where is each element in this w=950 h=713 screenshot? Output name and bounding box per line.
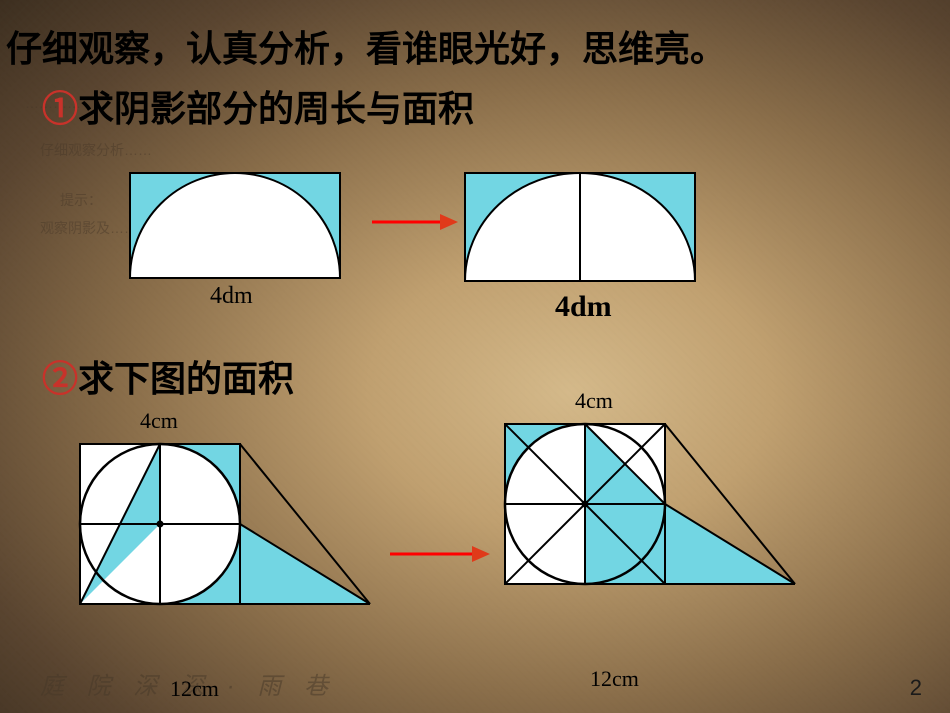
page-number: 2 bbox=[910, 675, 922, 701]
faint-text-3: 提示： bbox=[60, 190, 102, 210]
question-1-text: 求阴影部分的周长与面积 bbox=[78, 88, 474, 129]
arrow-2-icon bbox=[388, 542, 492, 566]
figure-1-svg bbox=[125, 168, 345, 283]
question-2-number: ② bbox=[42, 358, 78, 399]
faint-text-2: 仔细观察分析…… bbox=[40, 140, 152, 160]
question-2-heading: ②求下图的面积 bbox=[42, 350, 294, 402]
figure-4: 4cm 12cm bbox=[495, 388, 815, 698]
figure-1: 4dm bbox=[125, 168, 345, 313]
figure-2-svg bbox=[460, 168, 700, 286]
faint-text-4: 观察阴影及…… bbox=[40, 218, 138, 238]
figure-4-top-label: 4cm bbox=[575, 388, 613, 414]
figure-3-top-label: 4cm bbox=[140, 408, 178, 434]
figure-4-svg bbox=[495, 414, 815, 664]
figure-2-label: 4dm bbox=[555, 290, 612, 324]
figure-3: 4cm 12cm bbox=[70, 408, 390, 708]
figure-4-bottom-label: 12cm bbox=[590, 666, 639, 692]
arrow-1-icon bbox=[370, 210, 460, 234]
figure-2: 4dm bbox=[460, 168, 720, 328]
question-2-text: 求下图的面积 bbox=[78, 358, 294, 399]
figure-1-label: 4dm bbox=[210, 283, 253, 310]
figure-3-svg bbox=[70, 434, 390, 674]
figure-3-bottom-label: 12cm bbox=[170, 676, 219, 702]
question-1-heading: ①求阴影部分的周长与面积 bbox=[42, 80, 474, 132]
slide-title: 仔细观察，认真分析，看谁眼光好，思维亮。 bbox=[6, 20, 726, 72]
question-1-number: ① bbox=[42, 88, 78, 129]
